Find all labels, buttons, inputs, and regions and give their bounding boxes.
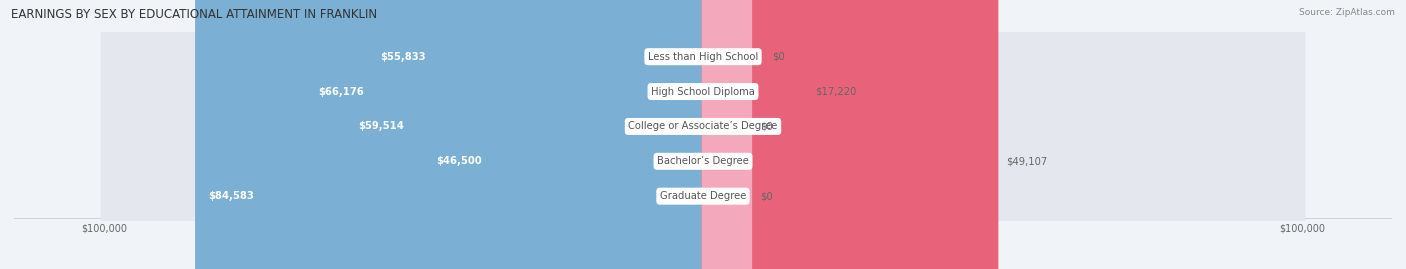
FancyBboxPatch shape	[702, 0, 752, 269]
Text: Graduate Degree: Graduate Degree	[659, 191, 747, 201]
FancyBboxPatch shape	[195, 0, 704, 269]
FancyBboxPatch shape	[101, 0, 1305, 269]
FancyBboxPatch shape	[305, 0, 704, 269]
Text: EARNINGS BY SEX BY EDUCATIONAL ATTAINMENT IN FRANKLIN: EARNINGS BY SEX BY EDUCATIONAL ATTAINMEN…	[11, 8, 377, 21]
Text: $17,220: $17,220	[815, 87, 856, 97]
FancyBboxPatch shape	[346, 0, 704, 269]
FancyBboxPatch shape	[702, 0, 807, 269]
Text: $55,833: $55,833	[381, 52, 426, 62]
Text: Bachelor’s Degree: Bachelor’s Degree	[657, 156, 749, 166]
Text: $0: $0	[772, 52, 785, 62]
Text: $84,583: $84,583	[208, 191, 254, 201]
Text: High School Diploma: High School Diploma	[651, 87, 755, 97]
FancyBboxPatch shape	[101, 0, 1305, 269]
Text: $66,176: $66,176	[319, 87, 364, 97]
Text: $0: $0	[759, 121, 773, 132]
Text: Less than High School: Less than High School	[648, 52, 758, 62]
FancyBboxPatch shape	[702, 0, 752, 269]
FancyBboxPatch shape	[101, 0, 1305, 269]
FancyBboxPatch shape	[702, 0, 998, 269]
Text: $59,514: $59,514	[359, 121, 405, 132]
Text: $49,107: $49,107	[1007, 156, 1047, 166]
Text: Source: ZipAtlas.com: Source: ZipAtlas.com	[1299, 8, 1395, 17]
Text: $46,500: $46,500	[436, 156, 482, 166]
FancyBboxPatch shape	[367, 0, 704, 269]
Text: $0: $0	[759, 191, 773, 201]
FancyBboxPatch shape	[101, 0, 1305, 269]
FancyBboxPatch shape	[423, 0, 704, 269]
FancyBboxPatch shape	[101, 0, 1305, 269]
FancyBboxPatch shape	[702, 0, 763, 269]
Text: College or Associate’s Degree: College or Associate’s Degree	[628, 121, 778, 132]
